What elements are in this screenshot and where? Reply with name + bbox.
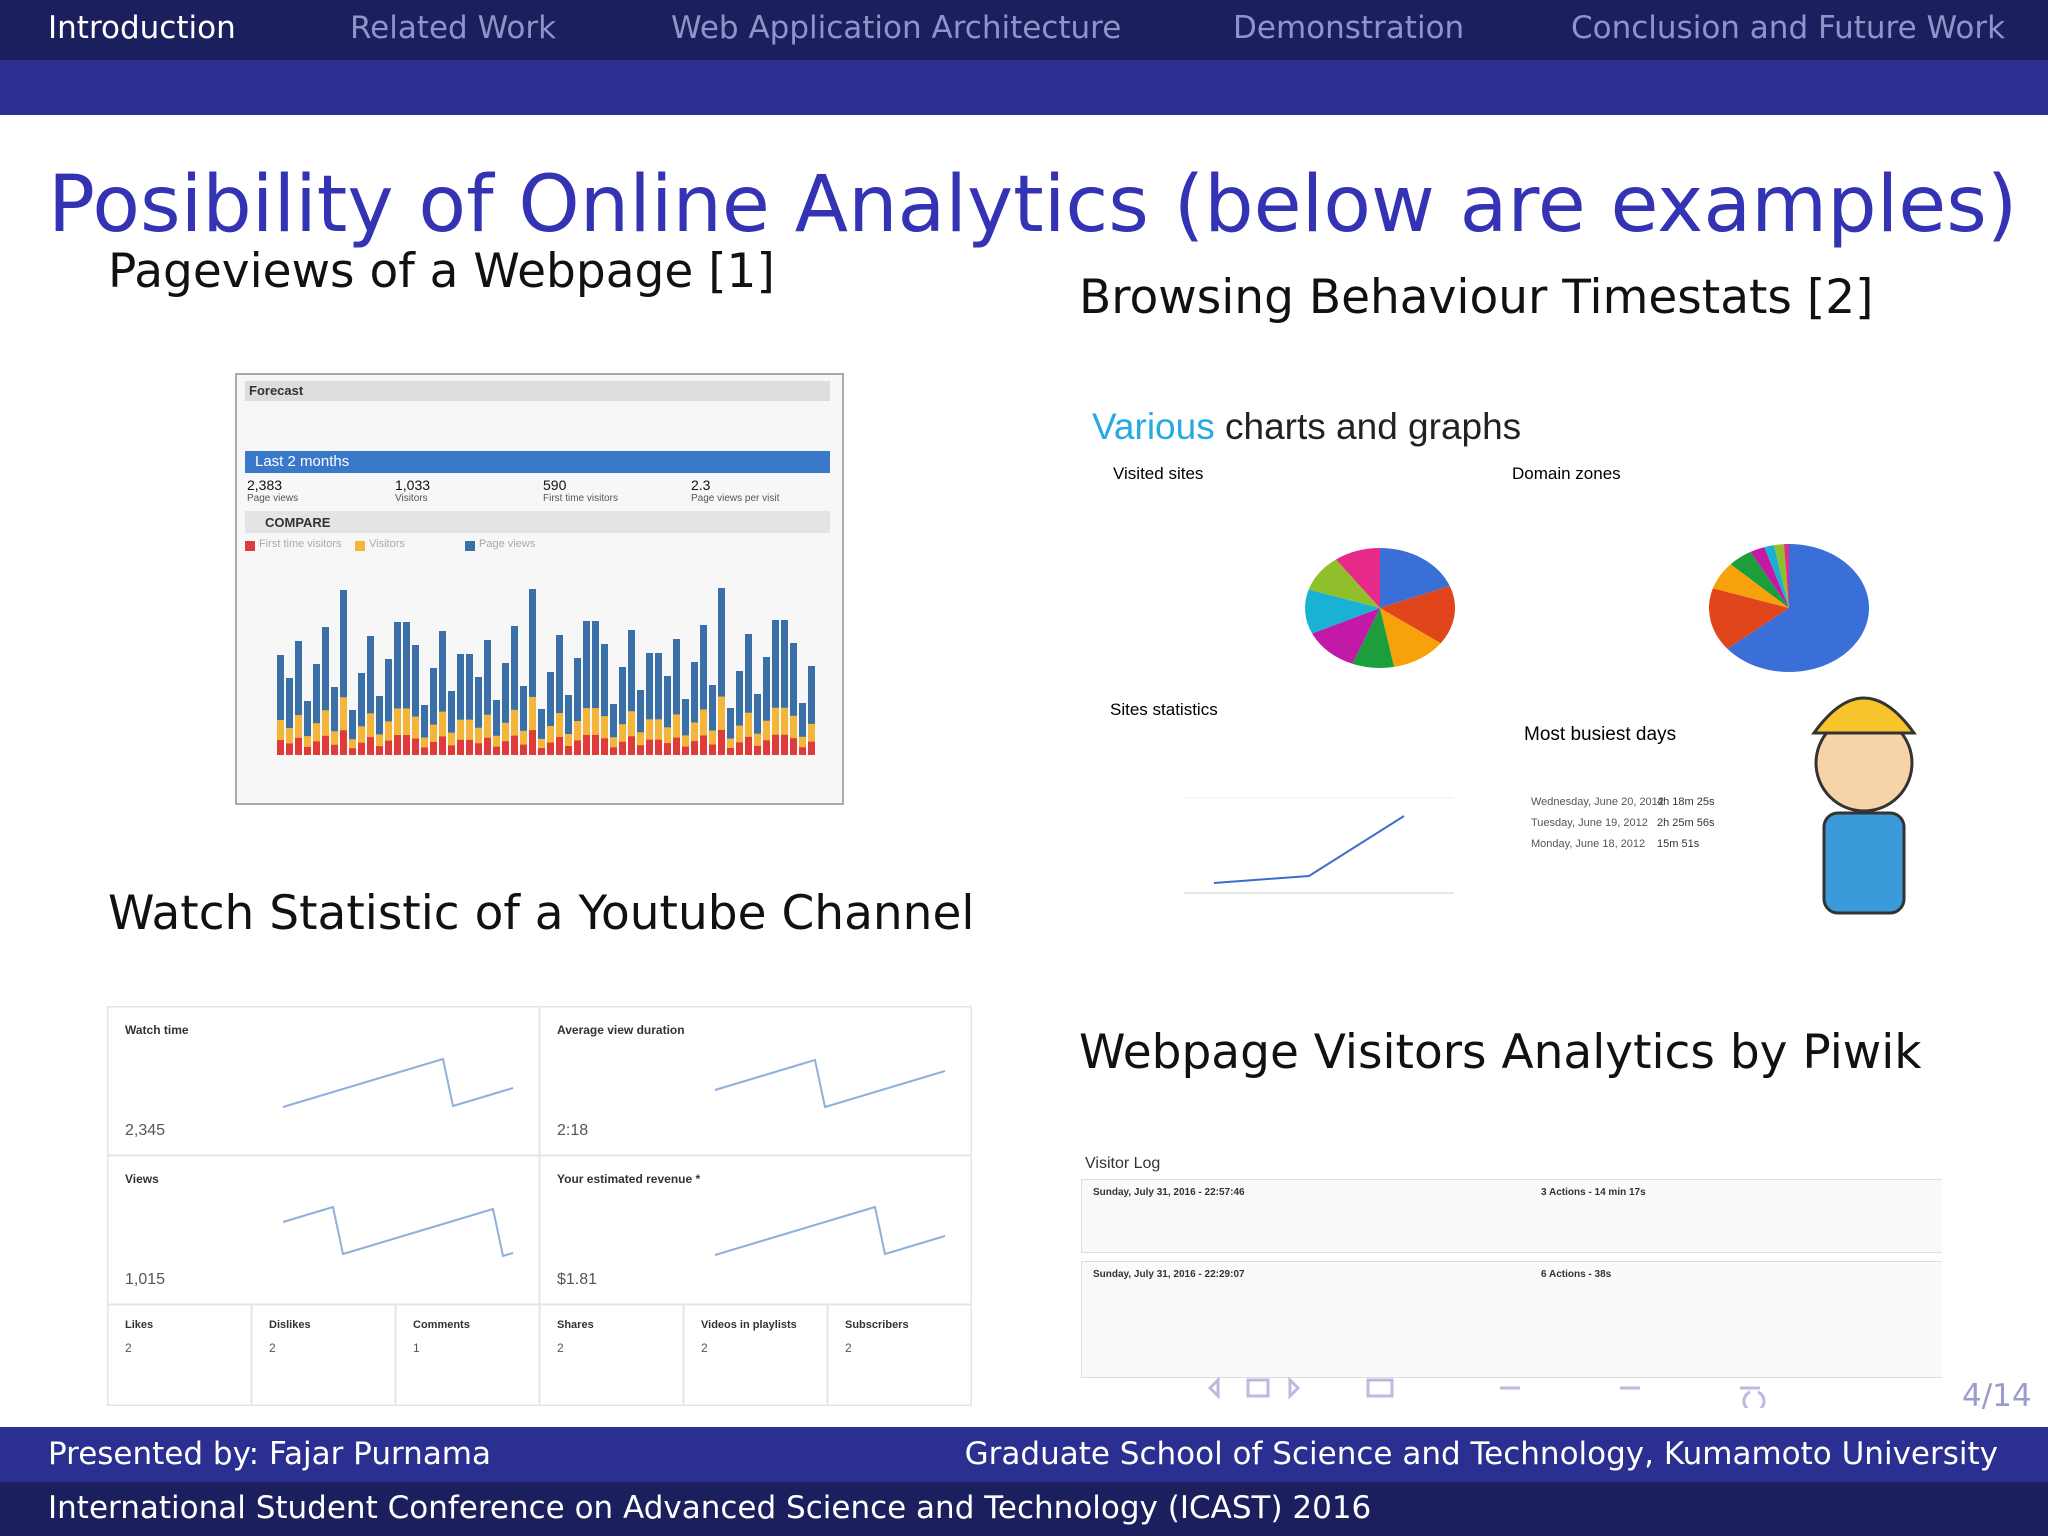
- metric-label: Comments: [413, 1319, 470, 1331]
- sparkline-image: [108, 1007, 971, 1405]
- chart-image: [1184, 544, 1870, 894]
- metric-label: Subscribers: [845, 1319, 909, 1331]
- footer-presenter: Presented by: Fajar Purnama: [48, 1436, 492, 1472]
- pageviews-screenshot: Forecast Last 2 months 2,383 Page views 1,…: [235, 373, 844, 805]
- stat-value: 1,033: [395, 477, 431, 493]
- heading: Watch Statistic of a Youtube Channel: [108, 886, 975, 941]
- legend-label: First time visitors: [259, 538, 342, 550]
- nav-item[interactable]: Conclusion and Future Work: [1571, 10, 2006, 46]
- day: Wednesday, June 20, 2012: [1531, 796, 1664, 808]
- heading: Browsing Behaviour Timestats [2]: [1079, 270, 1874, 325]
- visit-box: [1081, 1261, 1942, 1378]
- nav-item[interactable]: Demonstration: [1233, 10, 1465, 46]
- metric-value: 2:18: [557, 1122, 589, 1139]
- metric-label: Videos in playlists: [701, 1319, 797, 1331]
- duration: 4h 18m 25s: [1657, 796, 1715, 808]
- metric-label: Your estimated revenue *: [557, 1172, 701, 1186]
- metric-label: Views: [125, 1172, 159, 1186]
- metric-value: 2: [557, 1341, 564, 1355]
- nav-band: [0, 60, 2048, 115]
- browsing-screenshot: Various charts and graphs Visited sites …: [1084, 398, 1933, 927]
- label: Visited sites: [1113, 464, 1204, 483]
- label: COMPARE: [265, 515, 331, 530]
- legend-label: Visitors: [369, 538, 405, 550]
- metric-value: 1,015: [125, 1271, 166, 1288]
- piwik-screenshot: Visitor Log Sunday, July 31, 2016 - 22:5…: [1081, 1149, 1942, 1382]
- legend-swatch: [245, 541, 255, 551]
- day: Monday, June 18, 2012: [1531, 838, 1646, 850]
- stat-label: First time visitors: [543, 493, 618, 504]
- stat-value: 2.3: [691, 477, 711, 493]
- metric-label: Average view duration: [557, 1023, 685, 1037]
- metric-label: Watch time: [125, 1023, 189, 1037]
- nav-item[interactable]: Related Work: [350, 10, 557, 46]
- metric-value: 2: [845, 1341, 852, 1355]
- metric-value: 2: [125, 1341, 132, 1355]
- page-number: 4/14: [1962, 1378, 2032, 1414]
- heading: Webpage Visitors Analytics by Piwik: [1079, 1025, 1922, 1080]
- label: Various: [1092, 406, 1215, 447]
- visit-actions: 3 Actions - 14 min 17s: [1541, 1187, 1646, 1198]
- heading: Pageviews of a Webpage [1]: [108, 244, 775, 299]
- label: Last 2 months: [255, 453, 350, 470]
- stat-label: Page views: [247, 493, 299, 504]
- duration: 15m 51s: [1657, 838, 1700, 850]
- visit-actions: 6 Actions - 38s: [1541, 1269, 1612, 1280]
- beamer-nav-icons: [1207, 1376, 1766, 1408]
- slide-title: Posibility of Online Analytics (below ar…: [48, 160, 2018, 250]
- bar-image: [277, 588, 815, 755]
- nav-item[interactable]: Web Application Architecture: [671, 10, 1122, 46]
- label: Visitor Log: [1085, 1155, 1161, 1172]
- footer-conference: International Student Conference on Adva…: [48, 1490, 1372, 1526]
- stat-value: 2,383: [247, 477, 283, 493]
- legend-label: Page views: [479, 538, 536, 550]
- label: Forecast: [249, 383, 304, 398]
- legend-swatch: [355, 541, 365, 551]
- metric-value: 2: [269, 1341, 276, 1355]
- visit-time: Sunday, July 31, 2016 - 22:57:46: [1093, 1187, 1245, 1198]
- mascot: [1811, 696, 1917, 915]
- youtube-screenshot: Watch time 2,345 Average view duration 2:18…: [107, 1006, 972, 1406]
- metric-value: 2: [701, 1341, 708, 1355]
- stat-label: Visitors: [395, 493, 428, 504]
- label: charts and graphs: [1225, 406, 1522, 447]
- footer-band: [0, 1427, 2048, 1482]
- label: Domain zones: [1512, 464, 1621, 483]
- stat-label: Page views per visit: [691, 493, 780, 504]
- stat-value: 590: [543, 477, 567, 493]
- footer-affiliation: Graduate School of Science and Technolog…: [964, 1436, 1998, 1472]
- metric-value: 1: [413, 1341, 420, 1355]
- metric-value: 2,345: [125, 1122, 166, 1139]
- label: Most busiest days: [1524, 724, 1677, 745]
- legend-swatch: [465, 541, 475, 551]
- metric-label: Likes: [125, 1319, 154, 1331]
- metric-label: Shares: [557, 1319, 594, 1331]
- footer-band: [0, 1482, 2048, 1536]
- day: Tuesday, June 19, 2012: [1531, 817, 1648, 829]
- label: Sites statistics: [1110, 700, 1218, 719]
- metric-label: Dislikes: [269, 1319, 311, 1331]
- duration: 2h 25m 56s: [1657, 817, 1715, 829]
- nav-bar: [0, 0, 2048, 60]
- nav-item[interactable]: Introduction: [48, 10, 236, 46]
- metric-value: $1.81: [557, 1271, 598, 1288]
- visit-box: [1081, 1179, 1942, 1253]
- visit-time: Sunday, July 31, 2016 - 22:29:07: [1093, 1269, 1245, 1280]
